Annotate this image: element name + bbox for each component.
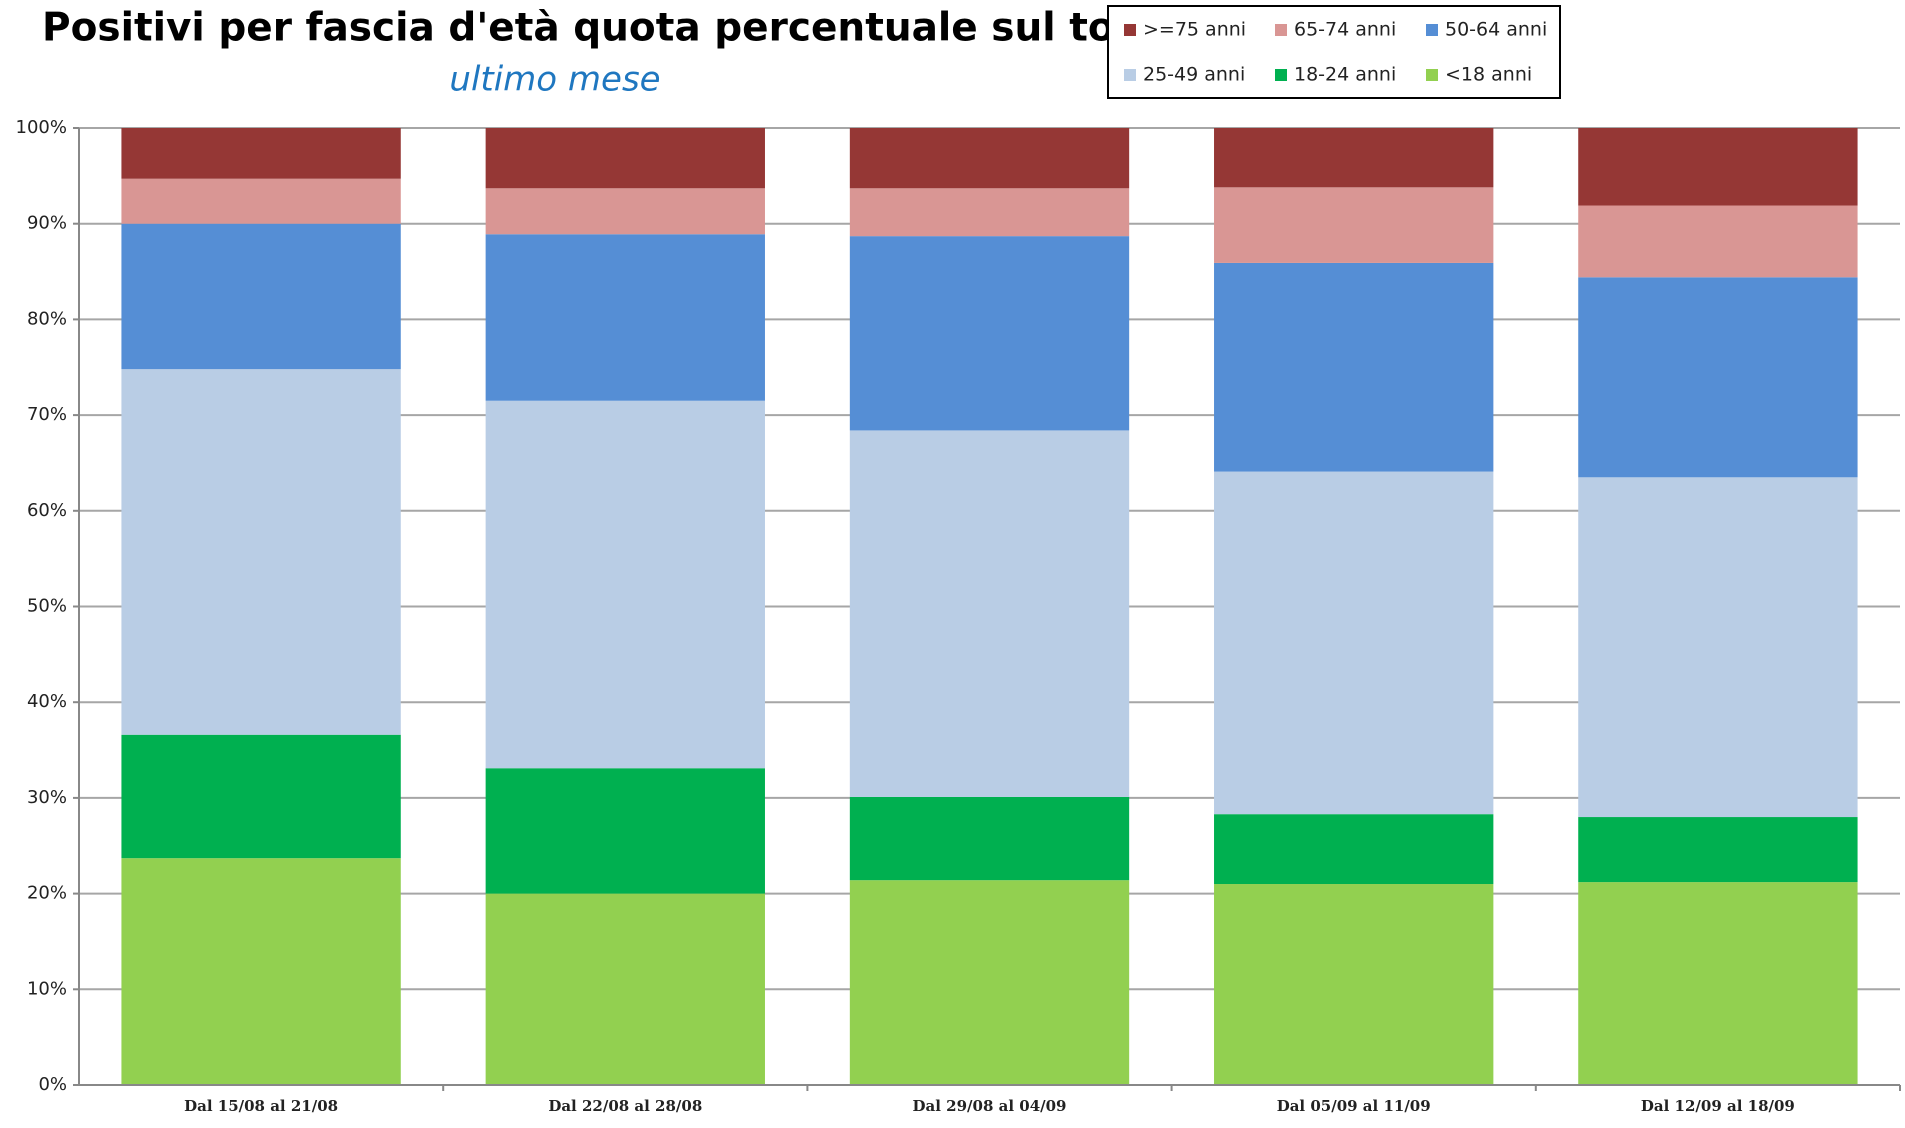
legend-swatch xyxy=(1275,24,1287,36)
bar-segment xyxy=(1578,477,1858,818)
legend-swatch xyxy=(1426,69,1438,81)
bar-segment xyxy=(849,796,1130,881)
y-tick-label: 30% xyxy=(27,787,67,808)
bar-segment xyxy=(121,128,401,179)
bar-segment xyxy=(485,893,765,1085)
bar-segment xyxy=(121,223,401,370)
bar-segment xyxy=(1578,882,1858,1085)
bar-segment xyxy=(1214,814,1494,885)
legend-box xyxy=(1107,5,1561,99)
x-tick-label: Dal 15/08 al 21/08 xyxy=(184,1097,338,1115)
legend-label: 50-64 anni xyxy=(1445,19,1547,41)
bar-segment xyxy=(1578,128,1858,206)
bar-segment xyxy=(1214,262,1494,472)
bar-segment xyxy=(485,400,765,769)
legend-label: 25-49 anni xyxy=(1143,64,1245,86)
bar-segment xyxy=(849,430,1130,797)
legend-label: 18-24 anni xyxy=(1294,64,1396,86)
bar-segment xyxy=(121,858,401,1085)
x-tick-label: Dal 05/09 al 11/09 xyxy=(1277,1097,1431,1115)
bar-segment xyxy=(485,768,765,894)
bar-segment xyxy=(849,128,1130,189)
legend-label: >=75 anni xyxy=(1143,19,1246,41)
y-tick-label: 0% xyxy=(38,1074,67,1095)
x-tick-label: Dal 29/08 al 04/09 xyxy=(913,1097,1067,1115)
legend-label: <18 anni xyxy=(1445,64,1532,86)
bar-segment xyxy=(1578,277,1858,478)
bar-segment xyxy=(485,188,765,235)
legend-swatch xyxy=(1124,69,1136,81)
bar-segment xyxy=(1214,187,1494,263)
legend-label: 65-74 anni xyxy=(1294,19,1396,41)
y-tick-label: 70% xyxy=(27,404,67,425)
y-tick-label: 80% xyxy=(27,308,67,329)
y-tick-label: 50% xyxy=(27,596,67,617)
legend-swatch xyxy=(1426,24,1438,36)
y-tick-label: 60% xyxy=(27,500,67,521)
bar-segment xyxy=(121,734,401,859)
legend-swatch xyxy=(1275,69,1287,81)
bar-segment xyxy=(1214,471,1494,815)
bar-segment xyxy=(121,369,401,735)
bar-segment xyxy=(849,188,1130,237)
bar-segment xyxy=(1214,128,1494,188)
y-tick-label: 20% xyxy=(27,883,67,904)
bar-segment xyxy=(849,880,1130,1085)
y-tick-label: 100% xyxy=(16,117,67,138)
y-tick-label: 90% xyxy=(27,213,67,234)
bar-segment xyxy=(485,128,765,189)
legend-swatch xyxy=(1124,24,1136,36)
y-tick-label: 10% xyxy=(27,978,67,999)
y-tick-label: 40% xyxy=(27,691,67,712)
x-tick-label: Dal 12/09 al 18/09 xyxy=(1641,1097,1795,1115)
bar-segment xyxy=(485,234,765,401)
bar-segment xyxy=(1578,205,1858,278)
x-tick-label: Dal 22/08 al 28/08 xyxy=(548,1097,702,1115)
chart-title: Positivi per fascia d'età quota percentu… xyxy=(42,6,1199,51)
bar-segment xyxy=(1214,884,1494,1085)
bar-segment xyxy=(121,178,401,224)
bar-segment xyxy=(849,236,1130,431)
chart-subtitle: ultimo mese xyxy=(449,60,660,100)
bar-segment xyxy=(1578,817,1858,883)
